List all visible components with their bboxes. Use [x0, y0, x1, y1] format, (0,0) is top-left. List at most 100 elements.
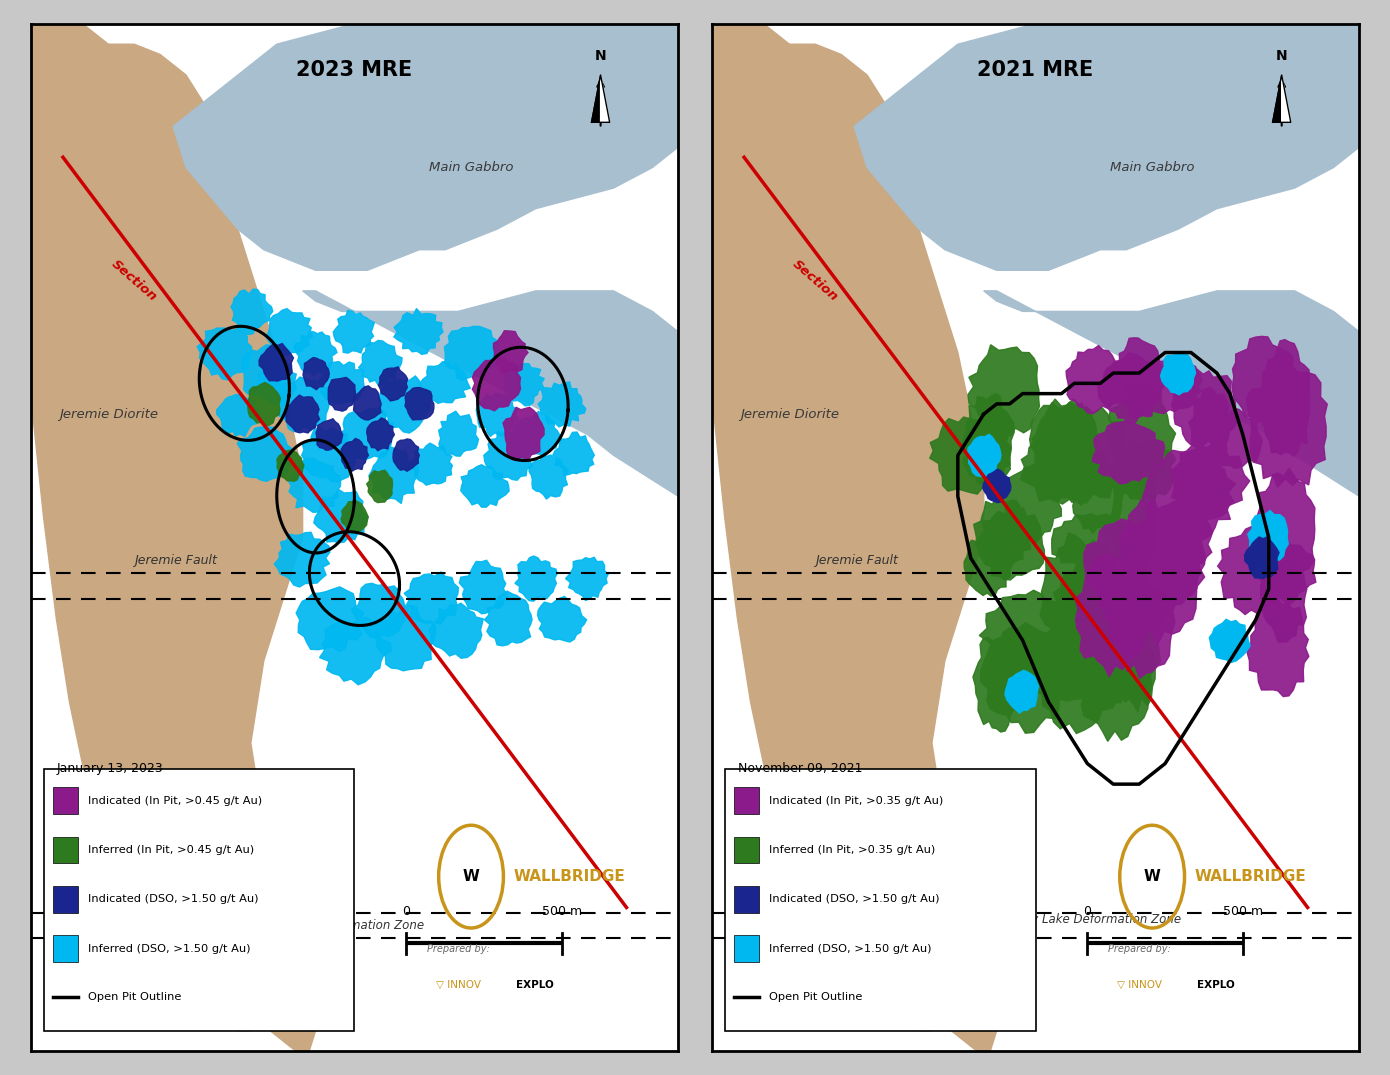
Polygon shape — [341, 439, 368, 471]
Text: Inferred (DSO, >1.50 g/t Au): Inferred (DSO, >1.50 g/t Au) — [769, 944, 931, 954]
Polygon shape — [1047, 406, 1131, 503]
Polygon shape — [318, 361, 364, 404]
Polygon shape — [439, 412, 478, 456]
Polygon shape — [1074, 44, 1152, 147]
Polygon shape — [1072, 544, 1120, 622]
Polygon shape — [514, 556, 557, 601]
Polygon shape — [247, 383, 281, 427]
Polygon shape — [393, 439, 420, 471]
Polygon shape — [473, 358, 520, 411]
Polygon shape — [1247, 360, 1327, 487]
Text: Jeremie Diorite: Jeremie Diorite — [58, 407, 158, 420]
Polygon shape — [855, 24, 1359, 270]
Polygon shape — [303, 291, 678, 497]
Polygon shape — [600, 75, 610, 123]
Polygon shape — [197, 328, 252, 379]
Polygon shape — [1109, 592, 1161, 712]
Polygon shape — [303, 358, 329, 389]
Polygon shape — [712, 24, 984, 1031]
Polygon shape — [566, 557, 609, 600]
Polygon shape — [256, 819, 296, 909]
Polygon shape — [965, 534, 1012, 596]
Polygon shape — [1147, 500, 1213, 573]
Bar — [53, 836, 78, 863]
Polygon shape — [341, 501, 368, 531]
Polygon shape — [1073, 569, 1169, 659]
Polygon shape — [505, 363, 545, 406]
Polygon shape — [1083, 632, 1133, 708]
Polygon shape — [460, 464, 509, 507]
Polygon shape — [1052, 567, 1144, 646]
Polygon shape — [393, 309, 443, 355]
Polygon shape — [973, 635, 1022, 732]
Polygon shape — [1052, 514, 1137, 569]
Text: Inferred (In Pit, >0.35 g/t Au): Inferred (In Pit, >0.35 g/t Au) — [769, 845, 935, 855]
Polygon shape — [404, 572, 459, 625]
Text: Section: Section — [108, 257, 160, 304]
Polygon shape — [967, 434, 1001, 477]
Text: Open Pit Outline: Open Pit Outline — [88, 992, 181, 1002]
Polygon shape — [1029, 627, 1112, 701]
Polygon shape — [1030, 399, 1094, 486]
Polygon shape — [274, 532, 329, 587]
Polygon shape — [892, 826, 997, 1051]
Polygon shape — [962, 393, 1015, 484]
Polygon shape — [296, 587, 364, 651]
Polygon shape — [1119, 500, 1177, 600]
Polygon shape — [1105, 543, 1177, 678]
Polygon shape — [973, 497, 1033, 572]
Polygon shape — [375, 605, 436, 671]
Bar — [734, 787, 759, 814]
Text: Lake Deformation Zone: Lake Deformation Zone — [285, 919, 424, 932]
Polygon shape — [31, 24, 303, 1031]
Polygon shape — [977, 506, 1044, 579]
Text: W: W — [463, 870, 480, 884]
Polygon shape — [420, 361, 470, 403]
Polygon shape — [320, 617, 392, 685]
Polygon shape — [238, 427, 292, 482]
Polygon shape — [1244, 536, 1279, 578]
Text: ▽ INNOV: ▽ INNOV — [435, 979, 481, 990]
Polygon shape — [328, 377, 356, 412]
Polygon shape — [1001, 462, 1063, 543]
Polygon shape — [411, 443, 452, 485]
Polygon shape — [1058, 573, 1137, 658]
Text: WALLBRIDGE: WALLBRIDGE — [1194, 870, 1307, 884]
Text: Inferred (DSO, >1.50 g/t Au): Inferred (DSO, >1.50 g/t Au) — [88, 944, 250, 954]
Bar — [734, 836, 759, 863]
Text: January 13, 2023: January 13, 2023 — [57, 762, 163, 775]
Polygon shape — [254, 360, 296, 405]
Polygon shape — [477, 393, 518, 436]
Bar — [53, 886, 78, 913]
Text: WALLBRIDGE: WALLBRIDGE — [513, 870, 626, 884]
Text: Indicated (In Pit, >0.35 g/t Au): Indicated (In Pit, >0.35 g/t Au) — [769, 796, 942, 805]
Polygon shape — [393, 44, 471, 147]
Polygon shape — [334, 311, 374, 354]
Polygon shape — [1273, 75, 1282, 123]
Bar — [53, 787, 78, 814]
Polygon shape — [1112, 441, 1176, 500]
Text: Section: Section — [790, 257, 841, 304]
Polygon shape — [485, 591, 532, 646]
Polygon shape — [1051, 442, 1105, 505]
Polygon shape — [313, 927, 346, 1013]
Polygon shape — [275, 377, 331, 432]
Polygon shape — [259, 344, 293, 381]
FancyBboxPatch shape — [724, 769, 1036, 1031]
Polygon shape — [31, 24, 108, 249]
Polygon shape — [314, 489, 368, 543]
Polygon shape — [378, 376, 431, 433]
Polygon shape — [367, 470, 392, 503]
Text: Inferred (In Pit, >0.45 g/t Au): Inferred (In Pit, >0.45 g/t Au) — [88, 845, 254, 855]
Polygon shape — [211, 826, 316, 1051]
Polygon shape — [1261, 536, 1307, 642]
Text: Indicated (DSO, >1.50 g/t Au): Indicated (DSO, >1.50 g/t Au) — [769, 894, 940, 904]
Polygon shape — [430, 603, 484, 658]
Text: Sedimentary Rocks: Sedimentary Rocks — [57, 840, 185, 852]
Polygon shape — [1040, 533, 1115, 664]
Text: EXPLO: EXPLO — [1198, 979, 1236, 990]
Polygon shape — [984, 291, 1359, 497]
Text: Indicated (In Pit, >0.45 g/t Au): Indicated (In Pit, >0.45 g/t Au) — [88, 796, 261, 805]
Text: Indicated (DSO, >1.50 g/t Au): Indicated (DSO, >1.50 g/t Au) — [88, 894, 259, 904]
Polygon shape — [1093, 420, 1165, 484]
